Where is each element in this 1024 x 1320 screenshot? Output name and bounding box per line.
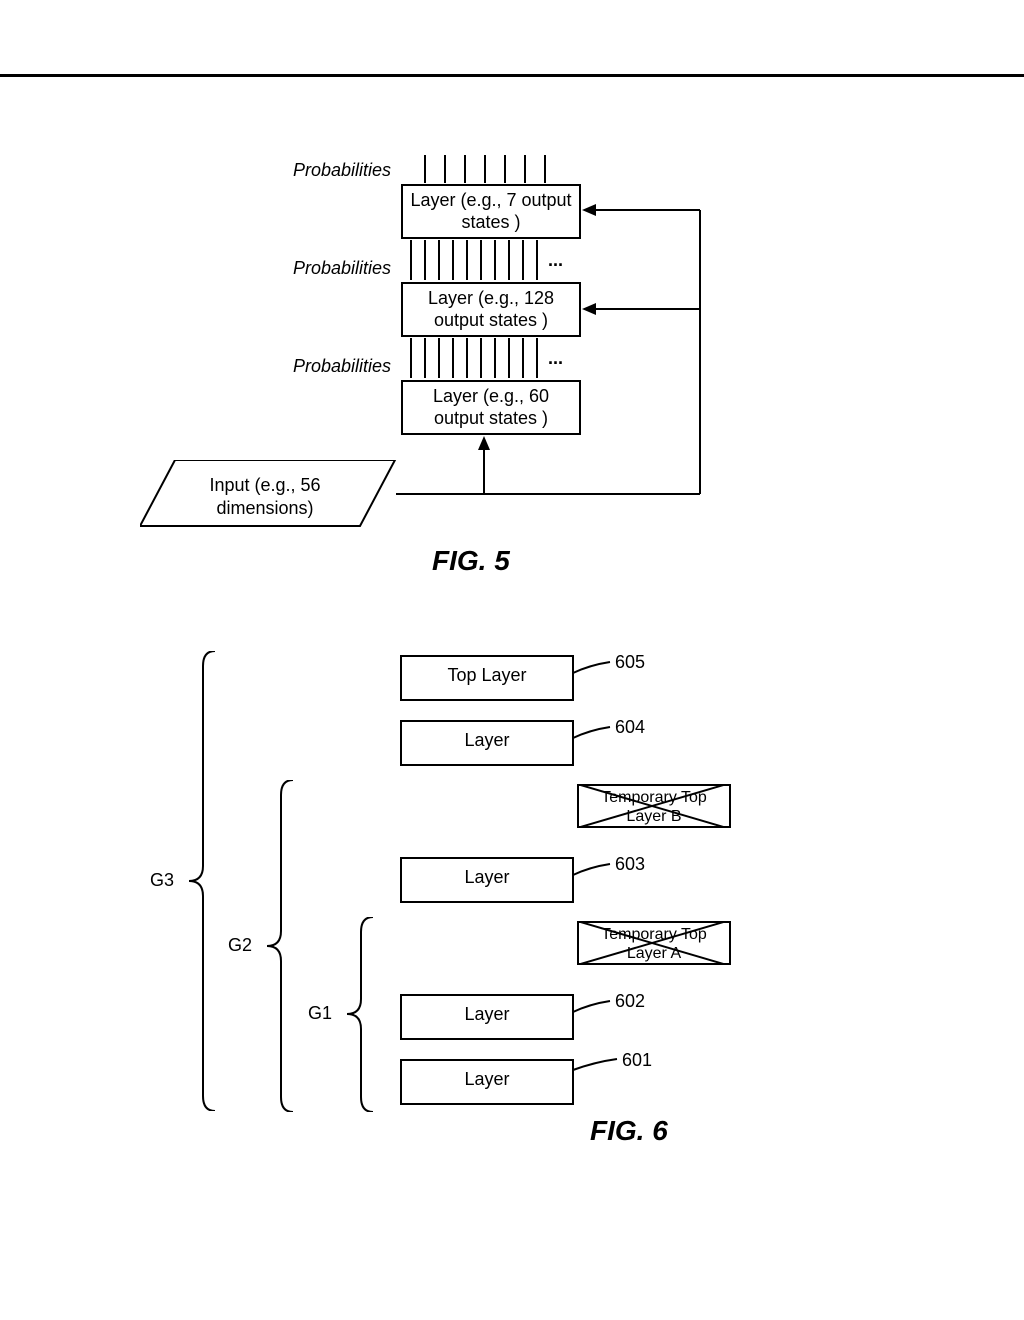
fig6-ref-605: 605 xyxy=(615,652,645,673)
fig6-brace-g2 xyxy=(263,780,303,1112)
fig6-ref-602: 602 xyxy=(615,991,645,1012)
fig6-ref-603: 603 xyxy=(615,854,645,875)
fig6-brace-g3 xyxy=(185,651,225,1111)
fig6-title: FIG. 6 xyxy=(590,1115,668,1147)
fig6-brace-g1 xyxy=(343,917,383,1112)
fig6-g3-label: G3 xyxy=(150,870,174,891)
fig6-ref-604: 604 xyxy=(615,717,645,738)
fig6-g1-label: G1 xyxy=(308,1003,332,1024)
fig6-callouts xyxy=(0,0,1024,1200)
fig6-ref-601: 601 xyxy=(622,1050,652,1071)
fig6-g2-label: G2 xyxy=(228,935,252,956)
